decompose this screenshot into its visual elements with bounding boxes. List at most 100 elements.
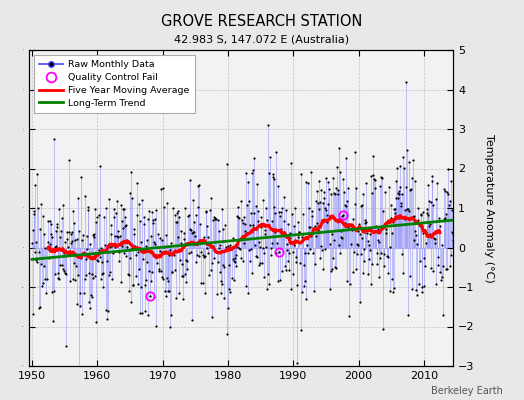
Point xyxy=(282,246,291,253)
Point xyxy=(154,231,162,238)
Point xyxy=(395,191,403,197)
Point xyxy=(43,238,52,245)
Point xyxy=(57,227,65,234)
Point xyxy=(344,224,352,230)
Point xyxy=(260,250,268,256)
Point xyxy=(105,272,114,278)
Point xyxy=(421,227,430,234)
Point xyxy=(183,258,192,264)
Point xyxy=(164,288,172,294)
Point xyxy=(56,262,64,268)
Point xyxy=(30,211,38,217)
Point xyxy=(235,244,243,251)
Point xyxy=(151,216,159,222)
Point xyxy=(227,245,236,252)
Point xyxy=(68,238,77,244)
Point xyxy=(76,303,84,310)
Point xyxy=(319,266,327,272)
Point xyxy=(378,174,386,181)
Point xyxy=(420,282,428,289)
Point xyxy=(396,162,404,169)
Point xyxy=(37,261,46,268)
Point xyxy=(366,247,374,254)
Point xyxy=(67,240,75,246)
Point xyxy=(185,211,193,218)
Point xyxy=(267,240,276,246)
Point xyxy=(114,228,123,234)
Point xyxy=(194,181,203,188)
Point xyxy=(368,190,377,197)
Point xyxy=(441,215,450,221)
Point xyxy=(198,237,206,243)
Point xyxy=(148,208,156,215)
Point xyxy=(92,219,100,225)
Point xyxy=(228,235,237,242)
Point xyxy=(266,252,275,258)
Point xyxy=(237,216,246,223)
Point xyxy=(145,268,153,274)
Point xyxy=(402,79,410,86)
Point xyxy=(123,244,132,250)
Point xyxy=(342,154,351,161)
Point xyxy=(343,198,352,204)
Point xyxy=(390,285,399,291)
Point xyxy=(211,214,220,221)
Point xyxy=(109,250,117,256)
Point xyxy=(423,182,432,188)
Point xyxy=(438,274,446,281)
Point xyxy=(158,237,166,243)
Point xyxy=(437,277,445,283)
Point xyxy=(66,252,74,258)
Point xyxy=(391,206,400,212)
Point xyxy=(150,239,158,245)
Point xyxy=(286,230,294,237)
Point xyxy=(373,260,381,267)
Point xyxy=(200,254,209,260)
Point xyxy=(249,167,258,173)
Point xyxy=(86,305,95,311)
Point xyxy=(439,312,447,318)
Point xyxy=(152,323,160,330)
Point xyxy=(64,156,73,163)
Point xyxy=(336,228,345,234)
Point xyxy=(236,255,245,261)
Point xyxy=(199,279,207,286)
Point xyxy=(73,272,82,278)
Point xyxy=(99,284,107,290)
Point xyxy=(79,232,87,238)
Point xyxy=(92,319,101,326)
Point xyxy=(60,268,68,274)
Point xyxy=(156,235,165,242)
Point xyxy=(325,185,333,192)
Point xyxy=(145,208,154,215)
Point xyxy=(386,202,395,208)
Point xyxy=(62,271,71,277)
Point xyxy=(71,237,80,243)
Point xyxy=(407,186,415,192)
Point xyxy=(447,206,456,213)
Point xyxy=(350,249,358,255)
Point xyxy=(444,166,453,172)
Point xyxy=(379,251,388,257)
Point xyxy=(91,273,99,279)
Point xyxy=(430,235,438,241)
Point xyxy=(32,239,40,246)
Point xyxy=(155,268,163,274)
Point xyxy=(335,145,343,151)
Point xyxy=(322,175,330,181)
Point xyxy=(255,239,264,245)
Point xyxy=(218,206,226,212)
Point xyxy=(237,198,245,204)
Point xyxy=(246,222,254,228)
Point xyxy=(391,210,399,216)
Point xyxy=(203,222,211,229)
Point xyxy=(206,207,214,213)
Point xyxy=(425,198,433,204)
Point xyxy=(367,173,375,180)
Point xyxy=(273,240,281,246)
Point xyxy=(38,254,47,261)
Point xyxy=(262,205,270,211)
Point xyxy=(225,262,233,268)
Point xyxy=(162,274,171,281)
Point xyxy=(320,194,329,201)
